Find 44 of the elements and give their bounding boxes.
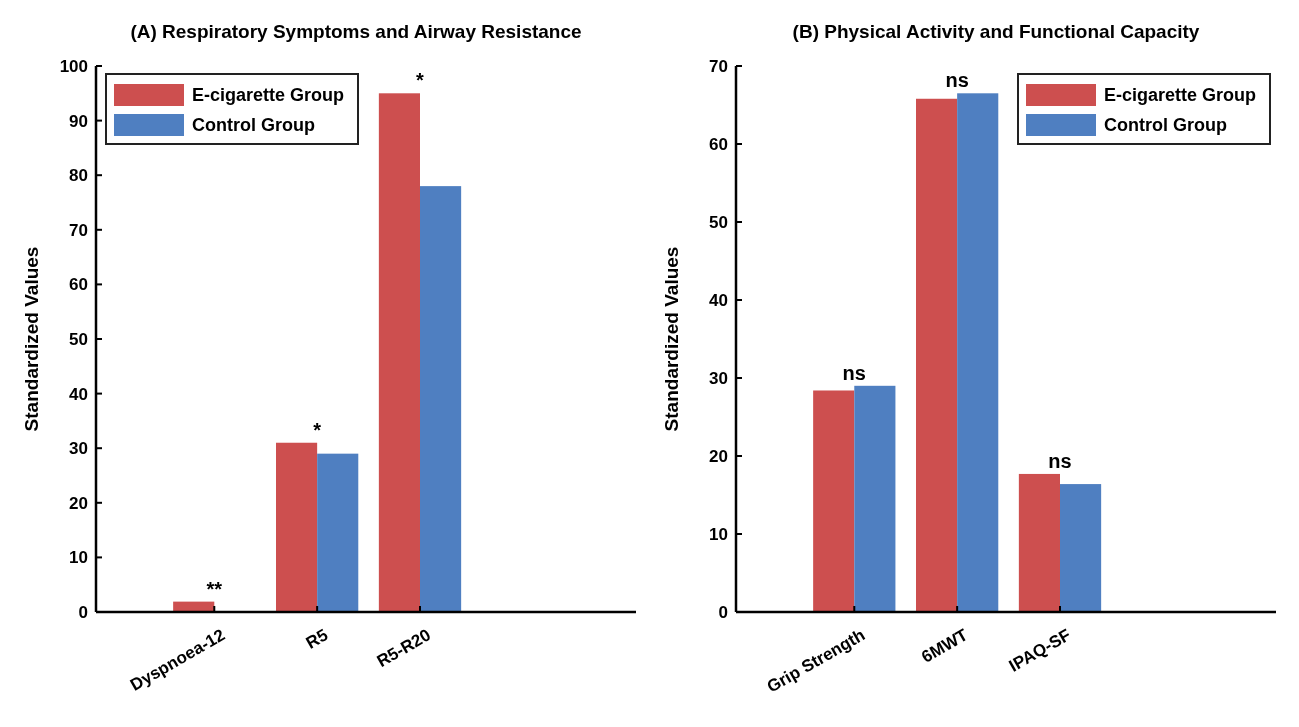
- y-tick-label: 40: [709, 290, 728, 310]
- y-tick-label: 40: [69, 384, 88, 404]
- chart-title: (A) Respiratory Symptoms and Airway Resistance: [130, 21, 582, 42]
- x-tick-label: R5: [302, 625, 332, 653]
- y-tick-label: 20: [69, 493, 88, 513]
- y-tick-label: 50: [69, 329, 88, 349]
- bar: [957, 93, 999, 612]
- y-tick-label: 80: [69, 166, 88, 186]
- chart-title: (B) Physical Activity and Functional Capacity: [792, 21, 1200, 42]
- y-tick-label: 0: [718, 602, 728, 622]
- y-tick-label: 30: [69, 439, 88, 459]
- y-tick-label: 10: [69, 548, 88, 568]
- y-tick-label: 10: [709, 524, 728, 544]
- bar: [813, 390, 855, 612]
- bar: [916, 98, 958, 612]
- y-tick-label: 60: [709, 134, 728, 154]
- bar: [317, 453, 359, 612]
- annotation: ns: [842, 361, 866, 384]
- y-axis-title: Standardized Values: [21, 246, 42, 432]
- legend-label: E-cigarette Group: [192, 85, 345, 106]
- bar: [854, 385, 896, 612]
- annotation: **: [206, 577, 223, 600]
- y-tick-label: 60: [69, 275, 88, 295]
- annotation: *: [416, 69, 425, 92]
- y-tick-label: 50: [709, 212, 728, 232]
- y-axis-title: Standardized Values: [661, 246, 682, 432]
- legend-label: Control Group: [192, 115, 315, 136]
- bar: [1060, 484, 1102, 612]
- bar: [276, 442, 318, 612]
- bar: [1018, 473, 1060, 612]
- y-tick-label: 0: [78, 602, 88, 622]
- legend-label: Control Group: [1104, 115, 1227, 136]
- bar: [420, 186, 462, 612]
- legend-label: E-cigarette Group: [1104, 85, 1257, 106]
- y-tick-label: 100: [59, 56, 88, 76]
- y-tick-label: 70: [69, 220, 88, 240]
- bar: [378, 93, 420, 612]
- annotation: ns: [945, 69, 969, 92]
- annotation: ns: [1048, 449, 1072, 472]
- y-tick-label: 30: [709, 368, 728, 388]
- y-tick-label: 90: [69, 111, 88, 131]
- y-tick-label: 20: [709, 446, 728, 466]
- annotation: *: [313, 418, 322, 441]
- y-tick-label: 70: [709, 56, 728, 76]
